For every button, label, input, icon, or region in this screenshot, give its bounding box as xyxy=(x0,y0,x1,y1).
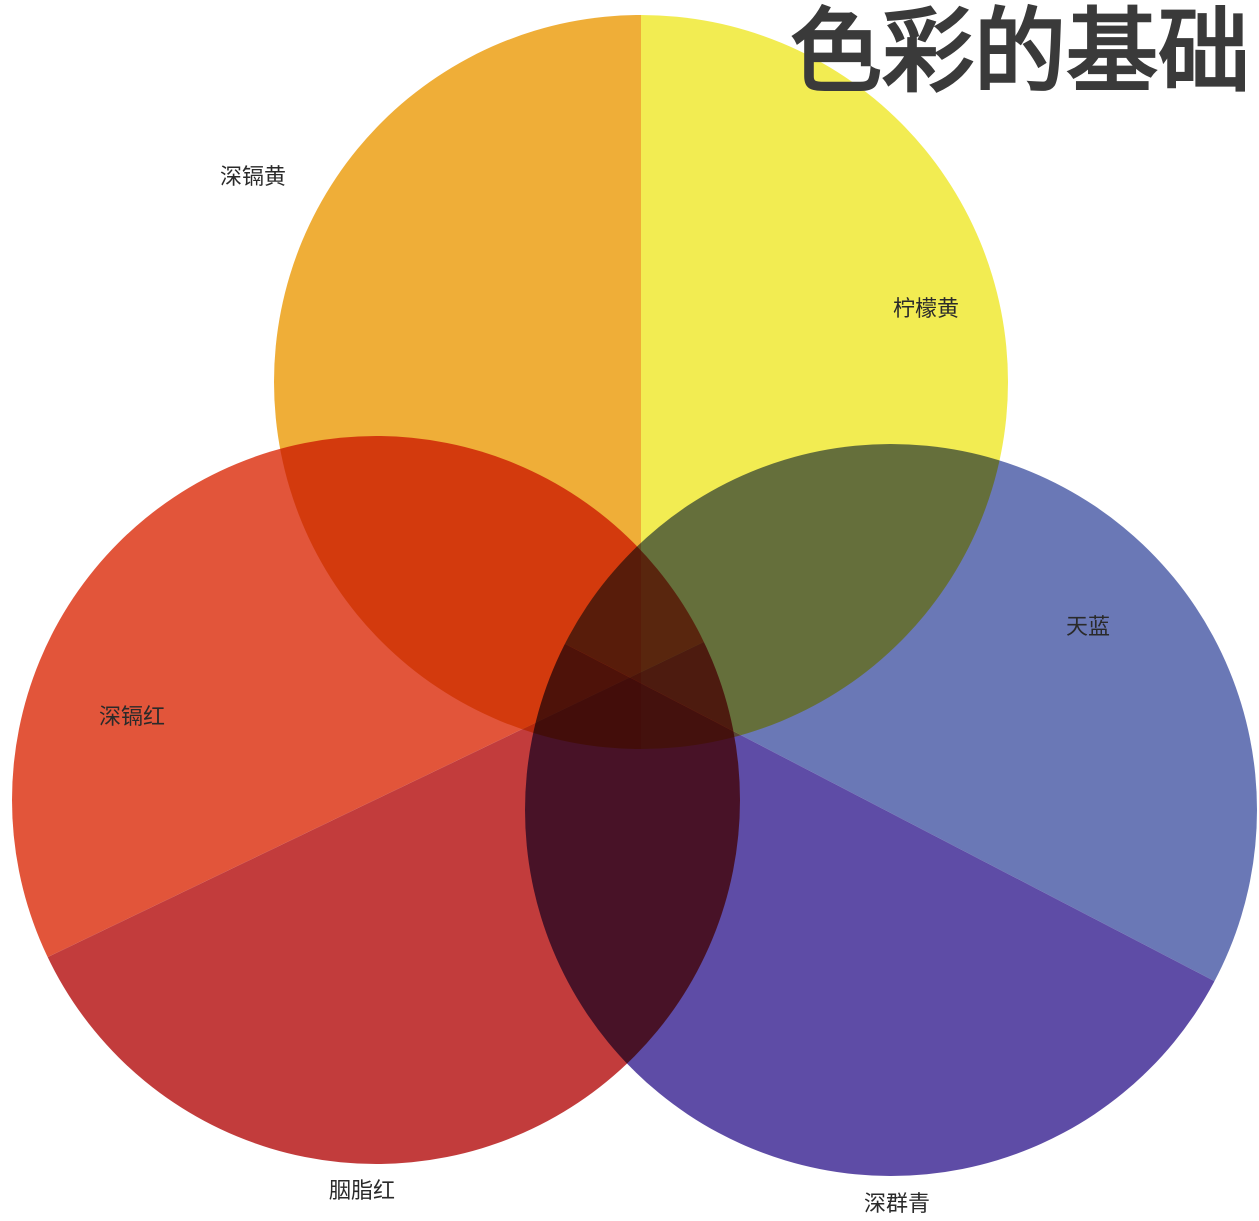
color-label: 柠檬黄 xyxy=(893,297,959,322)
color-label: 天蓝 xyxy=(1066,615,1110,640)
color-diagram: 色彩的基础 深镉黄 柠檬黄 天蓝 深镉红 胭脂红 深群青 xyxy=(0,0,1259,1221)
color-label: 深镉黄 xyxy=(220,165,286,190)
color-label: 胭脂红 xyxy=(329,1179,395,1204)
color-label: 深群青 xyxy=(864,1192,930,1217)
color-label: 深镉红 xyxy=(99,705,165,730)
page-title: 色彩的基础 xyxy=(790,0,1250,105)
